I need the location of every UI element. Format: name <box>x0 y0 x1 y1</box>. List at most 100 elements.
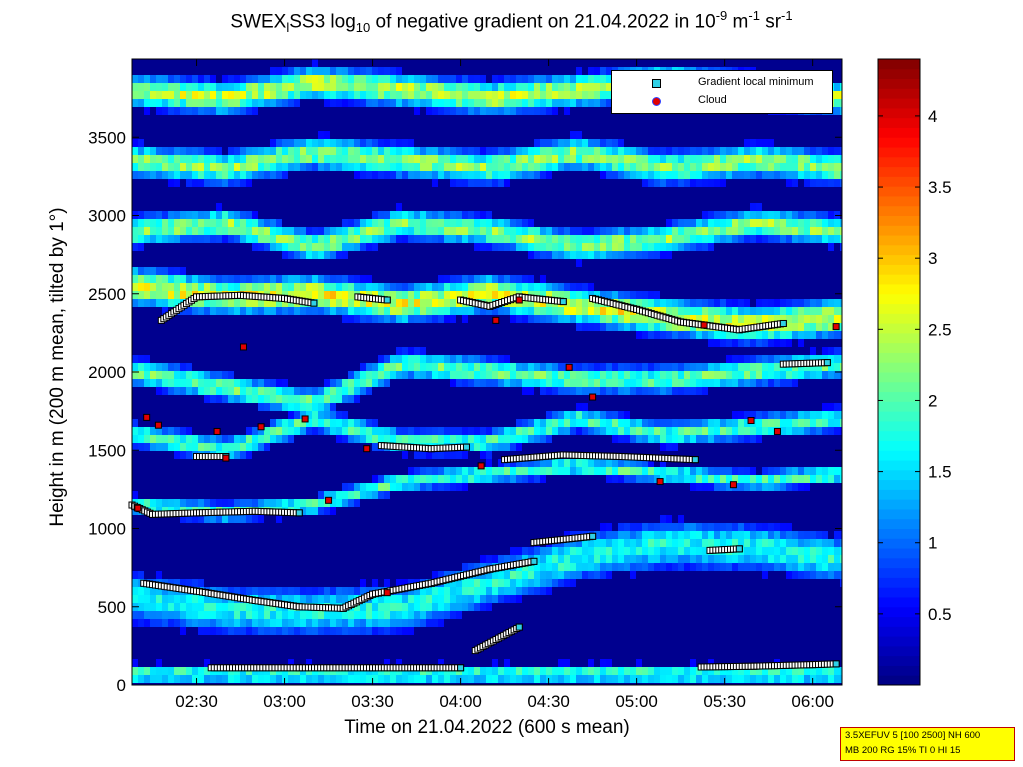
heatmap-cell <box>432 219 438 227</box>
heatmap-cell <box>174 83 180 91</box>
heatmap-cell <box>624 411 630 419</box>
heatmap-cell <box>402 483 408 491</box>
heatmap-cell <box>492 227 498 235</box>
heatmap-cell <box>246 379 252 387</box>
heatmap-cell <box>420 371 426 379</box>
heatmap-cell <box>756 563 762 571</box>
heatmap-cell <box>228 99 234 107</box>
heatmap-cell <box>630 571 636 579</box>
heatmap-cell <box>558 427 564 435</box>
heatmap-cell <box>678 299 684 307</box>
heatmap-cell <box>144 363 150 371</box>
heatmap-cell <box>294 403 300 411</box>
heatmap-cell <box>618 563 624 571</box>
heatmap-cell <box>360 243 366 251</box>
heatmap-cell <box>762 315 768 323</box>
heatmap-cell <box>144 675 150 683</box>
heatmap-cell <box>702 331 708 339</box>
heatmap-cell <box>414 435 420 443</box>
heatmap-cell <box>768 483 774 491</box>
heatmap-cell <box>162 219 168 227</box>
heatmap-cell <box>798 171 804 179</box>
heatmap-cell <box>702 371 708 379</box>
heatmap-cell <box>624 251 630 259</box>
heatmap-cell <box>768 419 774 427</box>
heatmap-cell <box>156 595 162 603</box>
heatmap-cell <box>720 555 726 563</box>
heatmap-cell <box>264 379 270 387</box>
heatmap-cell <box>540 667 546 675</box>
heatmap-cell <box>768 155 774 163</box>
heatmap-cell <box>750 315 756 323</box>
heatmap-cell <box>462 155 468 163</box>
heatmap-cell <box>756 363 762 371</box>
heatmap-cell <box>264 91 270 99</box>
heatmap-cell <box>366 147 372 155</box>
heatmap-cell <box>360 627 366 635</box>
heatmap-cell <box>690 539 696 547</box>
heatmap-cell <box>678 147 684 155</box>
heatmap-cell <box>210 611 216 619</box>
heatmap-cell <box>390 163 396 171</box>
heatmap-cell <box>528 563 534 571</box>
heatmap-cell <box>432 467 438 475</box>
heatmap-cell <box>564 563 570 571</box>
heatmap-cell <box>660 539 666 547</box>
heatmap-cell <box>666 467 672 475</box>
heatmap-cell <box>150 155 156 163</box>
heatmap-cell <box>456 355 462 363</box>
heatmap-cell <box>138 75 144 83</box>
heatmap-cell <box>312 627 318 635</box>
heatmap-cell <box>372 475 378 483</box>
heatmap-cell <box>168 267 174 275</box>
heatmap-cell <box>672 555 678 563</box>
heatmap-cell <box>810 419 816 427</box>
heatmap-cell <box>234 451 240 459</box>
heatmap-cell <box>474 427 480 435</box>
heatmap-cell <box>432 91 438 99</box>
heatmap-cell <box>732 667 738 675</box>
heatmap-cell <box>630 427 636 435</box>
heatmap-cell <box>186 371 192 379</box>
heatmap-cell <box>750 547 756 555</box>
heatmap-cell <box>420 147 426 155</box>
heatmap-cell <box>756 475 762 483</box>
heatmap-cell <box>426 163 432 171</box>
heatmap-cell <box>312 395 318 403</box>
heatmap-cell <box>702 299 708 307</box>
heatmap-cell <box>720 331 726 339</box>
heatmap-cell <box>762 155 768 163</box>
heatmap-cell <box>648 547 654 555</box>
heatmap-cell <box>492 467 498 475</box>
heatmap-cell <box>282 99 288 107</box>
heatmap-cell <box>354 307 360 315</box>
heatmap-cell <box>564 379 570 387</box>
heatmap-cell <box>720 299 726 307</box>
heatmap-cell <box>222 675 228 683</box>
heatmap-cell <box>198 155 204 163</box>
heatmap-cell <box>384 67 390 75</box>
heatmap-cell <box>690 371 696 379</box>
heatmap-cell <box>528 227 534 235</box>
heatmap-cell <box>138 667 144 675</box>
heatmap-cell <box>570 307 576 315</box>
heatmap-cell <box>540 251 546 259</box>
heatmap-cell <box>714 371 720 379</box>
heatmap-cell <box>318 131 324 139</box>
heatmap-cell <box>174 379 180 387</box>
heatmap-cell <box>654 251 660 259</box>
heatmap-cell <box>288 627 294 635</box>
heatmap-cell <box>450 483 456 491</box>
heatmap-cell <box>282 227 288 235</box>
heatmap-cell <box>522 171 528 179</box>
heatmap-cell <box>342 99 348 107</box>
heatmap-cell <box>228 675 234 683</box>
heatmap-cell <box>582 467 588 475</box>
heatmap-cell <box>180 211 186 219</box>
heatmap-cell <box>546 283 552 291</box>
heatmap-cell <box>654 387 660 395</box>
heatmap-cell <box>780 475 786 483</box>
heatmap-cell <box>714 171 720 179</box>
heatmap-cell <box>612 291 618 299</box>
heatmap-cell <box>708 371 714 379</box>
